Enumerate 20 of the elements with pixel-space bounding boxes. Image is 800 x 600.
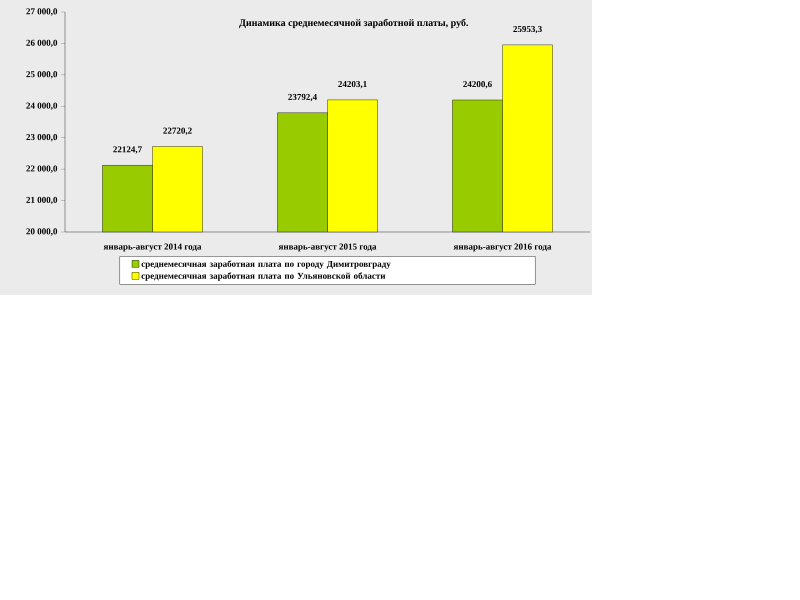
data-label: 22720,2 xyxy=(163,128,192,135)
y-tick-label: 22 000,0 xyxy=(26,165,58,173)
y-tick-label: 23 000,0 xyxy=(26,134,58,142)
y-tick-label: 25 000,0 xyxy=(26,71,58,79)
text: Динамика среднемесячной заработной платы, руб. xyxy=(239,18,468,28)
data-label: 24203,1 xyxy=(338,80,367,88)
x-tick-label: январь-август 2016 года xyxy=(454,244,552,252)
y-tick-label: 26 000,0 xyxy=(26,40,58,48)
legend-label: среднемесячная заработная плата по городу Димитровграду xyxy=(142,260,391,269)
legend-label: среднемесячная заработная плата по Ульяновской области xyxy=(142,272,386,281)
data-label: 24200,6 xyxy=(463,81,492,88)
y-tick-label: 20 000,0 xyxy=(26,228,58,236)
data-label: 23792,4 xyxy=(288,94,317,102)
y-tick-label: 27 000,0 xyxy=(26,8,58,16)
x-tick-label: январь-август 2015 года xyxy=(278,244,376,252)
y-tick-label: 21 000,0 xyxy=(26,196,58,204)
data-label: 25953,3 xyxy=(513,26,542,34)
x-tick-label: январь-август 2014 года xyxy=(104,244,202,252)
data-label: 22124,7 xyxy=(113,146,142,154)
y-tick-label: 24 000,0 xyxy=(26,102,58,110)
